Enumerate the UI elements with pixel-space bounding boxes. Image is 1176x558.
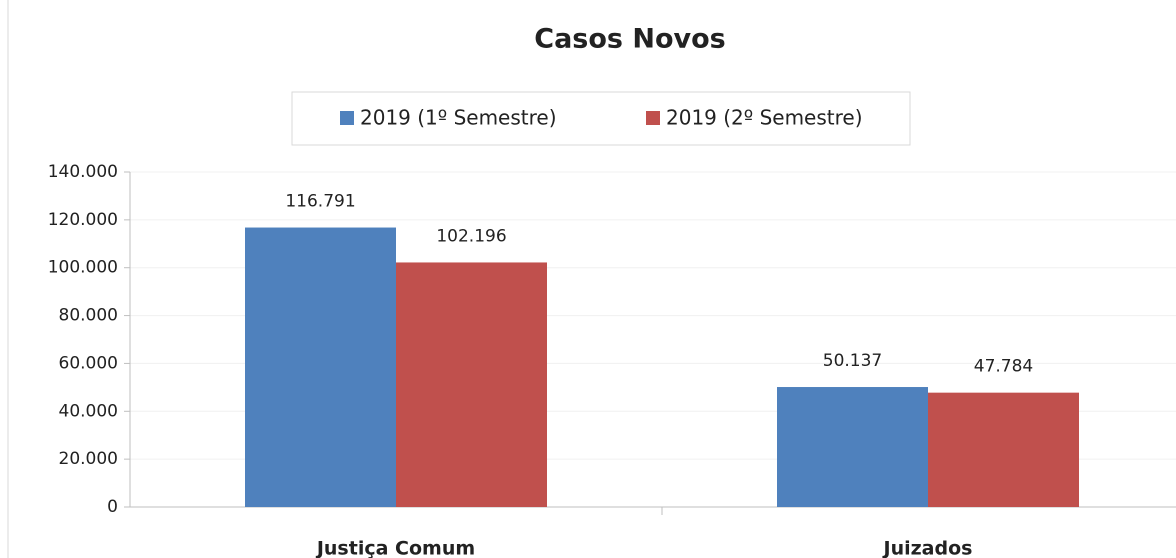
x-tick-label: Juizados (882, 538, 973, 558)
legend-label: 2019 (2º Semestre) (666, 106, 863, 130)
y-tick-label: 60.000 (59, 353, 118, 373)
y-tick-label: 140.000 (48, 162, 118, 182)
x-tick-label: Justiça Comum (315, 538, 475, 558)
bar (928, 392, 1079, 507)
legend-swatch (340, 111, 354, 125)
data-label: 116.791 (285, 192, 355, 212)
y-tick-label: 0 (107, 497, 118, 517)
y-tick-label: 120.000 (48, 210, 118, 230)
bar (245, 227, 396, 507)
y-tick-label: 80.000 (59, 306, 118, 326)
legend-swatch (646, 111, 660, 125)
y-tick-label: 100.000 (48, 258, 118, 278)
chart-title: Casos Novos (534, 24, 726, 55)
legend-label: 2019 (1º Semestre) (360, 106, 557, 130)
y-tick-label: 20.000 (59, 449, 118, 469)
bar (396, 262, 547, 507)
y-tick-label: 40.000 (59, 401, 118, 421)
data-label: 102.196 (436, 226, 506, 246)
legend-box (291, 91, 911, 146)
data-label: 50.137 (823, 351, 882, 371)
data-label: 47.784 (974, 357, 1033, 377)
bar (777, 387, 928, 507)
